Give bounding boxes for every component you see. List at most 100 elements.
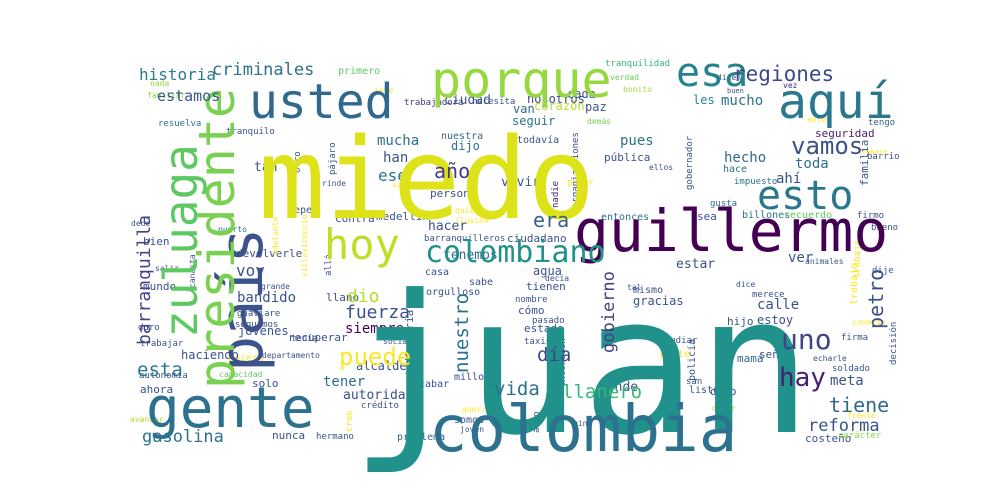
filler-word-guerra: guerra (462, 405, 491, 414)
filler-word-entonces: entonces (601, 212, 649, 223)
filler-word-firma: firma (841, 333, 868, 343)
word-uno: uno (781, 323, 832, 356)
filler-word-nunca: nunca (272, 429, 305, 442)
filler-word-avanzar: avanzar (130, 415, 164, 424)
filler-word-tengo: tengo (868, 118, 895, 128)
filler-word-estoy: estoy (757, 313, 793, 327)
filler-word-siempre: siempre (345, 321, 404, 337)
filler-word-capacidad: capacidad (219, 370, 263, 379)
filler-word-primero: primero (338, 66, 380, 77)
filler-word-voy: voy (236, 261, 265, 280)
word-miedo: miedo (258, 115, 595, 245)
word-barranquilla: barranquilla (134, 215, 155, 345)
filler-word-acabar: acabar (413, 379, 449, 390)
filler-word-publica: pública (604, 151, 650, 164)
filler-word-jefe: jefe (374, 86, 393, 95)
filler-word-barranquilleros: barranquilleros (424, 234, 505, 244)
filler-word-soldado: soldado (832, 364, 870, 374)
filler-word-trabajar: trabajar (140, 339, 184, 349)
word-zuluaga: zuluaga (154, 144, 208, 338)
filler-word-paz: paz (585, 100, 607, 114)
filler-word-sueno: sueño (392, 180, 416, 189)
filler-word-quiera: quiera (455, 206, 484, 215)
filler-word-van: van (513, 102, 535, 116)
filler-word-contra: contra (335, 212, 375, 225)
filler-word-familiar: familiar (147, 91, 186, 100)
filler-word-todavia: todavía (517, 134, 559, 146)
word-esto: esto (757, 173, 853, 219)
filler-word-ahora: ahora (140, 383, 173, 396)
filler-word-mundo: mundo (143, 280, 176, 293)
filler-word-haciendo: haciendo (181, 348, 239, 362)
filler-word-mama: mamá (737, 352, 764, 365)
filler-word-dijo: dijo (451, 139, 480, 153)
filler-word-autoridad: autoridad (343, 388, 413, 403)
filler-word-trabajadora: trabajadora (404, 98, 464, 108)
filler-word-sabe: sabe (469, 277, 493, 288)
filler-word-merece: merece (752, 290, 785, 300)
filler-word-animales: animales (805, 257, 844, 266)
word-porque: porque (431, 51, 612, 109)
word-esta: esta (137, 359, 183, 381)
word-gobierno: gobierno (599, 271, 619, 353)
filler-word-dije: dije (872, 266, 894, 276)
word-llanero: llanero (562, 381, 642, 403)
filler-word-seguir: seguir (512, 114, 555, 128)
filler-word-seguimos: seguimos (235, 320, 278, 330)
filler-word-digo: digo (710, 385, 737, 398)
filler-word-corazon: corazón (534, 99, 585, 113)
word-dia: día (537, 344, 571, 366)
filler-word-estar: estar (676, 257, 715, 272)
filler-word-cada: cada (567, 87, 596, 101)
word-juan: juan (350, 255, 812, 478)
word-esa: esa (676, 50, 748, 96)
word-ano: año (434, 159, 470, 183)
filler-word-millones: millones (454, 372, 502, 383)
word-colombiano: colombiano (425, 235, 606, 270)
filler-word-joven: joven (460, 425, 484, 434)
filler-word-villavicencio: villavicencio (300, 214, 309, 277)
word-hay: hay (779, 363, 826, 393)
word-criminales: criminales (212, 60, 314, 80)
filler-word-trabajo: trabajo (849, 263, 860, 305)
filler-word-tenia: tenía (291, 334, 318, 344)
filler-word-parte: parte (660, 349, 690, 360)
filler-word-vez: vez (783, 81, 798, 90)
filler-word-algo: algo (532, 411, 542, 433)
filler-word-costeno: costeño (805, 432, 851, 445)
filler-word-estado: estado (524, 322, 564, 335)
filler-word-caracter: carácter (838, 431, 882, 441)
filler-word-orgulloso: orgulloso (426, 287, 480, 298)
filler-word-devolverle: devolverle (236, 247, 302, 260)
filler-word-antes: antes (807, 115, 831, 124)
filler-word-mucho: mucho (721, 93, 763, 109)
word-aqui: aquí (778, 74, 894, 130)
filler-word-poder: poder (567, 178, 595, 188)
word-gente: gente (146, 376, 315, 441)
filler-word-mismo: mismo (633, 285, 663, 296)
filler-word-tributaria: tributaria (403, 310, 416, 376)
filler-word-otro: otro (293, 151, 303, 173)
filler-word-autonomia: autonomía (139, 371, 188, 381)
filler-word-pepes: pepes (288, 205, 318, 216)
filler-word-llano: llano (326, 291, 359, 304)
filler-word-ellos: ellos (649, 163, 673, 172)
filler-word-tener: tener (323, 374, 365, 390)
filler-word-rinde: rinde (322, 179, 346, 188)
filler-word-les: les (693, 93, 715, 107)
filler-word-impuesto: impuesto (734, 177, 777, 187)
filler-word-pajaro: pájaro (328, 142, 338, 175)
filler-word-credito: crédito (361, 400, 399, 411)
filler-word-dice: dice (736, 280, 755, 289)
filler-word-somos: somos (454, 415, 484, 426)
filler-word-casa: casa (425, 267, 449, 278)
filler-word-medellin: medellín (376, 210, 429, 223)
filler-word-bueno: bueno (871, 223, 898, 233)
filler-word-social: social (383, 337, 412, 346)
filler-word-calle: calle (757, 297, 799, 313)
filler-word-resuelva: resuelva (158, 119, 201, 129)
word-dio: dio (347, 286, 380, 307)
filler-word-recuperar: recuperar (288, 331, 348, 344)
